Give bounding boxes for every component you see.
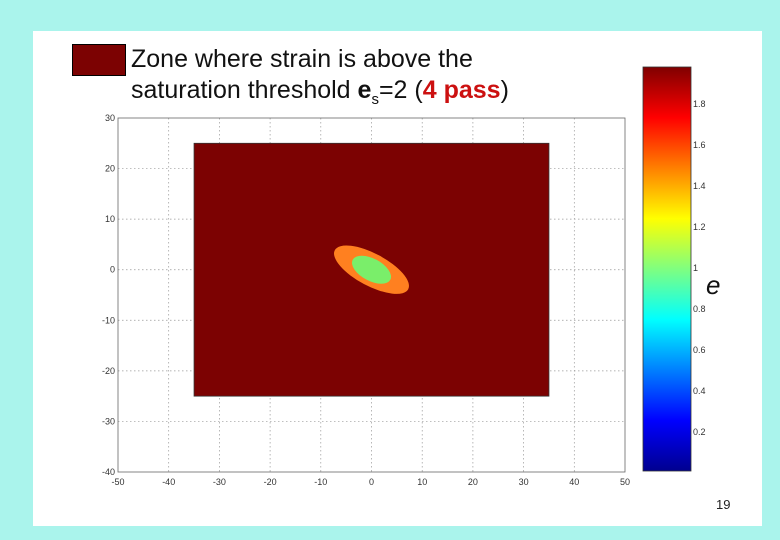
legend-text: Zone where strain is above the saturatio… (131, 44, 509, 115)
zones (193, 142, 550, 397)
colorbar-tick-label: 0.8 (693, 304, 706, 314)
legend-prefix: saturation threshold (131, 76, 358, 104)
legend-line-2: saturation threshold es=2 (4 pass) (131, 75, 509, 115)
y-tick-label: 30 (105, 113, 115, 123)
colorbar-tick-label: 0.4 (693, 386, 706, 396)
x-tick-label: -40 (162, 477, 175, 487)
colorbar-tick-label: 0.2 (693, 427, 706, 437)
x-tick-label: 30 (519, 477, 529, 487)
colorbar-tick-label: 0.6 (693, 345, 706, 355)
x-tick-label: -10 (314, 477, 327, 487)
legend-close: ) (500, 76, 509, 104)
y-tick-label: 10 (105, 214, 115, 224)
legend-pass: 4 pass (422, 76, 501, 104)
x-tick-label: -20 (264, 477, 277, 487)
legend-value: =2 ( (378, 76, 423, 104)
legend-symbol: e (357, 76, 372, 104)
y-tick-labels: 30 20 10 0 -10 -20 -30 -40 (102, 113, 115, 477)
y-tick-label: -10 (102, 315, 115, 325)
x-tick-label: -30 (213, 477, 226, 487)
y-tick-label: -40 (102, 467, 115, 477)
colorbar-tick-label: 1.8 (693, 99, 706, 109)
colorbar-tick-labels: 1.8 1.6 1.4 1.2 1 0.8 0.6 0.4 0.2 (693, 99, 706, 437)
y-tick-label: -20 (102, 366, 115, 376)
legend-subscript: s (371, 91, 379, 108)
x-tick-label: 40 (569, 477, 579, 487)
colorbar-tick-label: 1.2 (693, 222, 706, 232)
colorbar (642, 66, 692, 472)
y-tick-label: 20 (105, 164, 115, 174)
axes-frame (117, 117, 626, 473)
x-tick-labels: -50 -40 -30 -20 -10 0 10 20 30 40 50 (111, 477, 630, 487)
x-tick-label: 0 (369, 477, 374, 487)
x-tick-label: 50 (620, 477, 630, 487)
legend-swatch (72, 44, 126, 76)
x-tick-label: 20 (468, 477, 478, 487)
colorbar-tick-label: 1.4 (693, 181, 706, 191)
x-tick-label: -50 (111, 477, 124, 487)
colorbar-tick-label: 1.6 (693, 140, 706, 150)
legend-line-1: Zone where strain is above the (131, 45, 473, 73)
colorbar-symbol: e (706, 270, 721, 300)
y-tick-label: 0 (110, 265, 115, 275)
y-tick-label: -30 (102, 416, 115, 426)
zone-green (351, 255, 392, 284)
x-tick-label: 10 (417, 477, 427, 487)
page-number: 19 (716, 497, 731, 512)
colorbar-tick-label: 1 (693, 263, 698, 273)
